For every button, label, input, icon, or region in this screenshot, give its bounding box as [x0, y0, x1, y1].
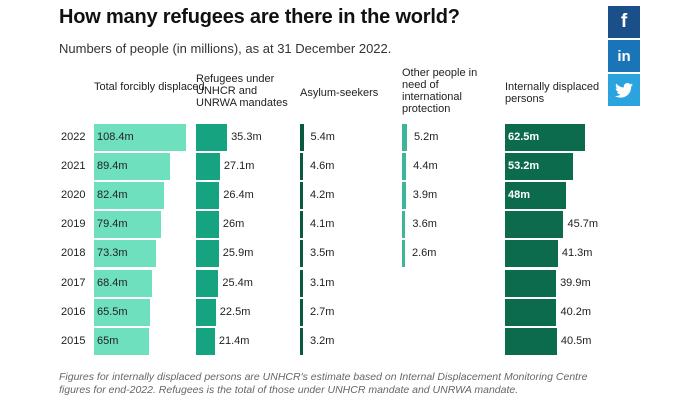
bar-refugees-under-unhcr-and-2018: [196, 240, 219, 268]
column-header-idp: Internally displaced persons: [505, 81, 600, 105]
column-header-total: Total forcibly displaced: [94, 81, 205, 93]
value-label-other-people-in-need-of--2022: 5.2m: [413, 131, 439, 143]
year-label-2015: 2015: [61, 334, 86, 347]
bar-internally-displaced-per-2017: [505, 269, 557, 297]
bar-asylum-seekers-2019: [300, 211, 303, 239]
bar-total-forcibly-displaced-2016: [94, 298, 150, 326]
value-label-total-forcibly-displaced-2018: 73.3m: [97, 247, 128, 260]
value-label-asylum-seekers-2021: 4.6m: [310, 160, 335, 173]
bar-total-forcibly-displaced-2018: [94, 240, 157, 268]
linkedin-share-button[interactable]: in: [608, 40, 640, 72]
value-label-internally-displaced-per-2015: 40.5m: [560, 334, 592, 347]
bar-asylum-seekers-2015: [300, 327, 303, 355]
year-label-2021: 2021: [61, 160, 86, 173]
column-header-asylum: Asylum-seekers: [300, 87, 379, 99]
bar-other-people-in-need-of--2019: [402, 211, 406, 239]
bar-asylum-seekers-2022: [300, 124, 304, 151]
bar-asylum-seekers-2016: [300, 298, 303, 326]
bar-other-people-in-need-of--2022: [402, 124, 407, 151]
value-label-asylum-seekers-2017: 3.1m: [310, 276, 335, 289]
bar-total-forcibly-displaced-2022: [94, 124, 187, 151]
value-label-internally-displaced-per-2017: 39.9m: [560, 276, 591, 289]
bar-total-forcibly-displaced-2021: [94, 153, 170, 181]
year-label-2018: 2018: [61, 247, 86, 260]
bar-total-forcibly-displaced-2019: [94, 211, 162, 239]
value-label-asylum-seekers-2018: 3.5m: [310, 247, 335, 260]
bar-total-forcibly-displaced-2020: [94, 182, 165, 210]
value-label-total-forcibly-displaced-2020: 82.4m: [97, 189, 128, 202]
facebook-share-button[interactable]: f: [608, 6, 640, 38]
year-label-2016: 2016: [61, 305, 86, 318]
column-header-other-protection: Other people in need of international pr…: [402, 67, 478, 115]
value-label-asylum-seekers-2015: 3.2m: [310, 334, 335, 347]
bar-other-people-in-need-of--2020: [402, 182, 406, 210]
value-label-refugees-under-unhcr-and-2019: 26m: [222, 218, 245, 231]
value-label-total-forcibly-displaced-2021: 89.4m: [97, 160, 128, 173]
year-label-2020: 2020: [61, 189, 86, 202]
value-label-refugees-under-unhcr-and-2018: 25.9m: [222, 247, 254, 260]
value-label-total-forcibly-displaced-2016: 65.5m: [97, 305, 128, 318]
year-label-2022: 2022: [61, 131, 86, 143]
value-label-other-people-in-need-of--2021: 4.4m: [413, 160, 438, 173]
facebook-icon: f: [620, 11, 628, 32]
value-label-refugees-under-unhcr-and-2015: 21.4m: [218, 334, 250, 347]
bar-other-people-in-need-of--2021: [402, 153, 407, 181]
bar-other-people-in-need-of--2018: [402, 240, 405, 268]
bar-refugees-under-unhcr-and-2020: [196, 182, 220, 210]
value-label-internally-displaced-per-2022: 62.5m: [508, 131, 540, 143]
bar-refugees-under-unhcr-and-2019: [196, 211, 219, 239]
value-label-refugees-under-unhcr-and-2020: 26.4m: [223, 189, 254, 202]
twitter-share-button[interactable]: [608, 74, 640, 106]
value-label-internally-displaced-per-2016: 40.2m: [560, 305, 592, 318]
value-label-internally-displaced-per-2020: 48m: [508, 189, 531, 202]
bar-total-forcibly-displaced-2015: [94, 327, 150, 355]
bar-internally-displaced-per-2020: [505, 182, 567, 210]
bar-internally-displaced-per-2019: [505, 211, 564, 239]
page-subtitle: Numbers of people (in millions), as at 3…: [59, 41, 392, 56]
value-label-internally-displaced-per-2019: 45.7m: [567, 218, 599, 231]
value-label-refugees-under-unhcr-and-2016: 22.5m: [219, 305, 251, 318]
footnote: Figures for internally displaced persons…: [59, 371, 588, 396]
value-label-other-people-in-need-of--2019: 3.6m: [412, 218, 437, 231]
linkedin-icon: in: [617, 47, 631, 65]
bar-internally-displaced-per-2021: [505, 153, 574, 181]
bar-internally-displaced-per-2016: [505, 298, 557, 326]
bar-refugees-under-unhcr-and-2022: [196, 124, 228, 151]
bar-refugees-under-unhcr-and-2015: [196, 327, 215, 355]
value-label-other-people-in-need-of--2018: 2.6m: [412, 247, 437, 260]
bar-asylum-seekers-2017: [300, 269, 303, 297]
bar-refugees-under-unhcr-and-2021: [196, 153, 220, 181]
value-label-internally-displaced-per-2018: 41.3m: [561, 247, 593, 260]
bar-internally-displaced-per-2018: [505, 240, 558, 268]
page-title: How many refugees are there in the world…: [59, 6, 460, 28]
value-label-internally-displaced-per-2021: 53.2m: [508, 160, 540, 173]
year-label-2017: 2017: [61, 276, 86, 289]
bar-asylum-seekers-2020: [300, 182, 303, 210]
value-label-asylum-seekers-2016: 2.7m: [310, 305, 335, 318]
twitter-icon: [615, 82, 633, 98]
value-label-asylum-seekers-2022: 5.4m: [310, 131, 335, 143]
value-label-total-forcibly-displaced-2019: 79.4m: [97, 218, 128, 231]
bar-asylum-seekers-2018: [300, 240, 303, 268]
value-label-refugees-under-unhcr-and-2022: 35.3m: [231, 131, 262, 143]
value-label-refugees-under-unhcr-and-2021: 27.1m: [223, 160, 255, 173]
value-label-total-forcibly-displaced-2022: 108.4m: [97, 131, 134, 143]
value-label-asylum-seekers-2020: 4.2m: [310, 189, 335, 202]
value-label-refugees-under-unhcr-and-2017: 25.4m: [222, 276, 253, 289]
column-header-refugees: Refugees under UNHCR and UNRWA mandates: [196, 73, 288, 109]
bar-internally-displaced-per-2022: [505, 124, 585, 151]
bar-total-forcibly-displaced-2017: [94, 269, 153, 297]
value-label-total-forcibly-displaced-2017: 68.4m: [97, 276, 128, 289]
value-label-total-forcibly-displaced-2015: 65m: [97, 334, 119, 347]
bar-internally-displaced-per-2015: [505, 327, 557, 355]
bar-refugees-under-unhcr-and-2017: [196, 269, 219, 297]
value-label-asylum-seekers-2019: 4.1m: [310, 218, 335, 231]
bar-asylum-seekers-2021: [300, 153, 303, 181]
bar-refugees-under-unhcr-and-2016: [196, 298, 216, 326]
value-label-other-people-in-need-of--2020: 3.9m: [412, 189, 438, 202]
year-label-2019: 2019: [61, 218, 86, 231]
